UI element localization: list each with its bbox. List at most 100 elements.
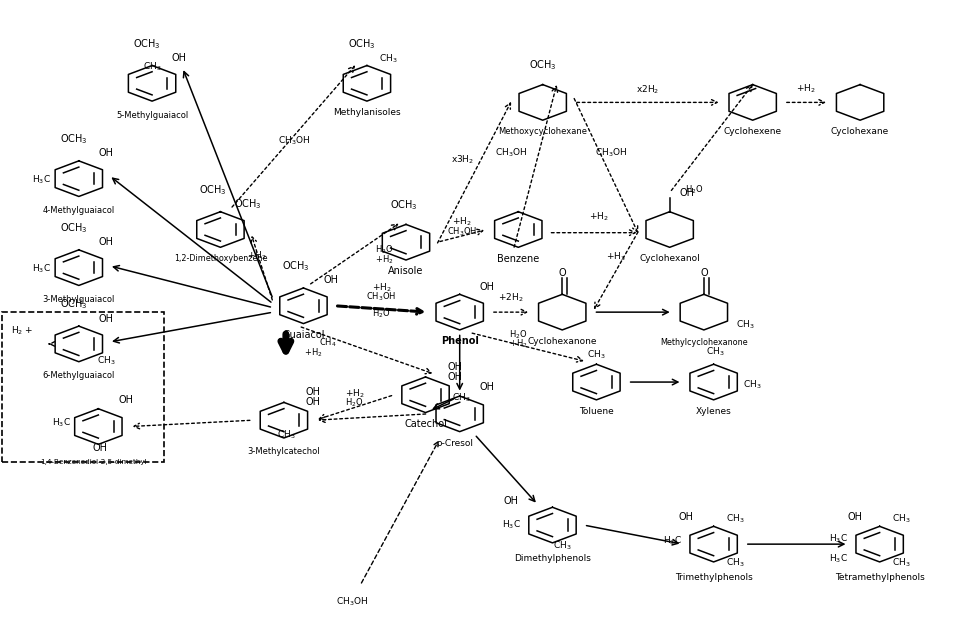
Text: 3-Methylcatechol: 3-Methylcatechol: [247, 447, 319, 457]
Text: Cyclohexene: Cyclohexene: [723, 127, 781, 136]
Text: OH: OH: [172, 53, 187, 63]
Text: Phenol: Phenol: [441, 336, 478, 347]
Text: OCH$_3$: OCH$_3$: [198, 183, 227, 197]
Text: +H$_2$: +H$_2$: [247, 250, 267, 262]
Text: +2H$_2$: +2H$_2$: [497, 292, 524, 304]
Text: CH$_3$: CH$_3$: [725, 513, 743, 525]
Text: CH$_3$: CH$_3$: [586, 348, 605, 361]
Text: OCH$_3$: OCH$_3$: [60, 132, 88, 146]
Text: CH$_3$: CH$_3$: [743, 379, 761, 392]
Text: Cyclohexanol: Cyclohexanol: [639, 254, 700, 263]
Text: Methylcyclohexanone: Methylcyclohexanone: [659, 338, 746, 347]
Text: OCH$_3$: OCH$_3$: [390, 199, 417, 212]
Text: CH$_3$: CH$_3$: [705, 345, 724, 358]
Text: OCH$_3$: OCH$_3$: [133, 37, 161, 51]
Text: CH$_3$: CH$_3$: [735, 318, 753, 331]
Text: CH$_3$: CH$_3$: [97, 354, 115, 367]
Text: Catechol: Catechol: [404, 419, 446, 429]
Text: Dimethylphenols: Dimethylphenols: [514, 554, 590, 562]
Text: Cyclohexane: Cyclohexane: [830, 127, 888, 136]
Text: OCH$_3$: OCH$_3$: [348, 37, 375, 51]
Text: Methylanisoles: Methylanisoles: [333, 108, 401, 117]
Text: OH: OH: [503, 496, 519, 506]
Text: H$_3$C: H$_3$C: [828, 552, 847, 565]
Text: OCH$_3$: OCH$_3$: [60, 221, 88, 235]
Text: o-Cresol: o-Cresol: [436, 439, 473, 448]
Text: OH: OH: [479, 282, 494, 292]
Text: x2H$_2$: x2H$_2$: [635, 83, 658, 96]
Text: H$_3$C: H$_3$C: [52, 417, 70, 429]
Text: O: O: [700, 268, 707, 278]
Text: OH: OH: [679, 188, 694, 197]
Text: CH$_3$: CH$_3$: [725, 557, 743, 569]
Text: Benzene: Benzene: [496, 254, 539, 264]
Text: OH: OH: [99, 148, 113, 158]
Text: O: O: [558, 268, 566, 278]
Text: CH$_3$OH: CH$_3$OH: [336, 595, 368, 608]
Text: H$_2$O: H$_2$O: [372, 307, 391, 320]
Text: OH: OH: [446, 362, 462, 372]
Text: H$_2$O: H$_2$O: [345, 397, 363, 410]
Text: Guaiacol: Guaiacol: [282, 330, 324, 340]
Text: +H$_2$: +H$_2$: [451, 216, 472, 228]
Text: OCH$_3$: OCH$_3$: [281, 259, 309, 273]
Text: OH: OH: [93, 443, 107, 452]
Text: 1,4-Benzenediol-2,5-dimethyl: 1,4-Benzenediol-2,5-dimethyl: [40, 459, 147, 465]
Text: CH$_3$OH: CH$_3$OH: [494, 147, 527, 159]
Text: OH: OH: [118, 395, 133, 405]
Text: OH: OH: [323, 275, 338, 285]
Text: +H$_2$: +H$_2$: [795, 82, 816, 95]
Text: Trimethylphenols: Trimethylphenols: [674, 573, 751, 582]
Text: H$_2$ +: H$_2$ +: [11, 325, 33, 338]
Text: H$_2$O: H$_2$O: [374, 243, 393, 256]
Text: CH$_3$: CH$_3$: [891, 557, 910, 569]
Text: 4-Methylguaiacol: 4-Methylguaiacol: [43, 206, 115, 215]
Text: CH$_3$OH: CH$_3$OH: [594, 147, 626, 159]
Text: OCH$_3$: OCH$_3$: [529, 59, 556, 73]
Text: H$_3$C: H$_3$C: [662, 534, 681, 547]
Text: Cyclohexanone: Cyclohexanone: [527, 337, 596, 346]
Text: +H$_3$: +H$_3$: [606, 250, 625, 263]
Text: OH: OH: [99, 237, 113, 247]
Text: OH: OH: [847, 512, 862, 522]
Text: CH$_3$OH: CH$_3$OH: [277, 134, 310, 147]
Text: CH$_3$: CH$_3$: [452, 391, 471, 404]
Text: CH$_3$OH: CH$_3$OH: [446, 225, 477, 238]
Text: Toluene: Toluene: [578, 407, 614, 416]
Text: OH: OH: [479, 382, 494, 392]
Text: CH$_3$: CH$_3$: [379, 53, 398, 66]
Text: CH$_3$OH: CH$_3$OH: [366, 290, 397, 303]
Text: Anisole: Anisole: [388, 266, 423, 276]
Text: H$_3$C: H$_3$C: [828, 533, 847, 545]
Text: +H$_2$: +H$_2$: [345, 387, 364, 400]
Text: CH$_3$: CH$_3$: [276, 429, 295, 441]
Text: OCH$_3$: OCH$_3$: [60, 297, 88, 311]
Text: +H$_2$: +H$_2$: [304, 347, 322, 359]
Text: OH: OH: [306, 397, 320, 408]
Text: +H$_2$: +H$_2$: [371, 282, 391, 294]
Text: 6-Methylguaiacol: 6-Methylguaiacol: [43, 371, 115, 380]
Text: OH: OH: [306, 387, 320, 397]
Text: OH: OH: [678, 512, 693, 522]
Text: H$_2$O: H$_2$O: [684, 183, 702, 196]
Text: 3-Methylguaiacol: 3-Methylguaiacol: [43, 295, 115, 304]
Text: OH: OH: [446, 372, 462, 382]
Text: Methoxycyclohexane: Methoxycyclohexane: [497, 127, 586, 136]
Text: H$_2$O: H$_2$O: [509, 328, 527, 341]
Text: CH$_3$: CH$_3$: [552, 540, 571, 552]
Text: +H$_2$: +H$_2$: [374, 254, 393, 266]
Text: CH$_4$: CH$_4$: [319, 336, 336, 349]
Text: OH: OH: [99, 313, 113, 324]
Text: Tetramethylphenols: Tetramethylphenols: [834, 573, 923, 582]
Text: H$_3$C: H$_3$C: [32, 174, 51, 186]
Text: CH$_3$: CH$_3$: [891, 513, 910, 525]
Text: +H$_2$: +H$_2$: [508, 337, 527, 350]
Text: 1,2-Dimethoxybenzene: 1,2-Dimethoxybenzene: [174, 254, 267, 263]
Text: +H$_2$: +H$_2$: [588, 211, 608, 223]
Text: Xylenes: Xylenes: [695, 407, 731, 416]
Text: 5-Methylguaiacol: 5-Methylguaiacol: [116, 111, 188, 120]
Text: H$_3$C: H$_3$C: [32, 262, 51, 275]
Text: H$_3$C: H$_3$C: [501, 519, 521, 531]
Text: OCH$_3$: OCH$_3$: [234, 197, 262, 211]
Text: CH$_3$: CH$_3$: [143, 61, 161, 73]
